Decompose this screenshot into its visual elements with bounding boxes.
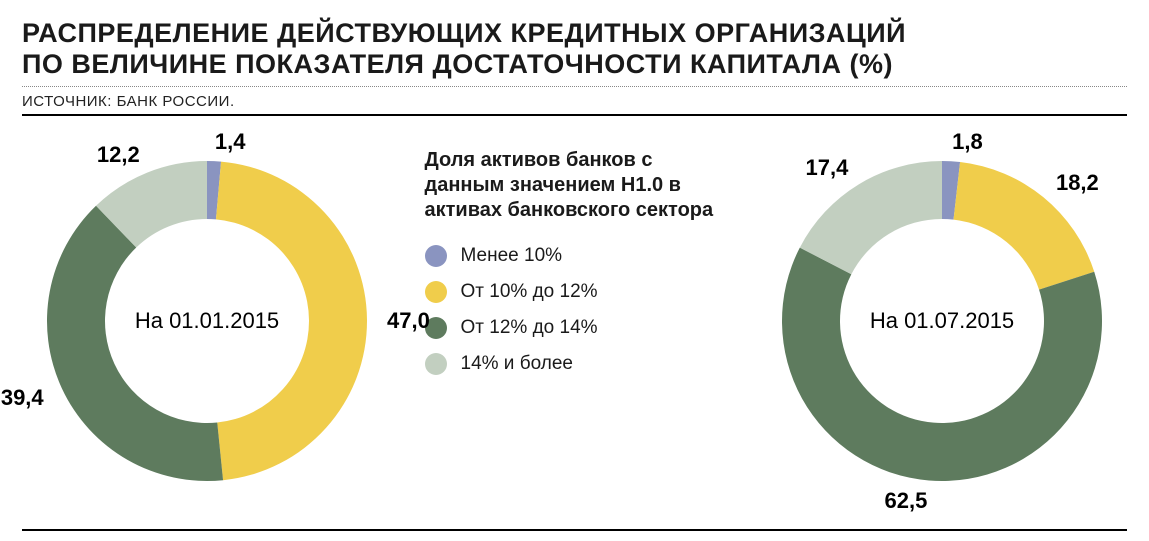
legend-swatch — [425, 353, 447, 375]
title-line-1: РАСПРЕДЕЛЕНИЕ ДЕЙСТВУЮЩИХ КРЕДИТНЫХ ОРГА… — [22, 18, 906, 48]
slice-value-label: 17,4 — [806, 155, 849, 181]
donut-chart-right: На 01.07.2015 1,818,262,517,4 — [757, 136, 1127, 506]
slice-value-label: 62,5 — [884, 488, 927, 514]
infographic-root: РАСПРЕДЕЛЕНИЕ ДЕЙСТВУЮЩИХ КРЕДИТНЫХ ОРГА… — [0, 0, 1149, 541]
legend-item: 14% и более — [425, 353, 725, 375]
title-line-2: ПО ВЕЛИЧИНЕ ПОКАЗАТЕЛЯ ДОСТАТОЧНОСТИ КАП… — [22, 49, 893, 79]
slice-value-label: 12,2 — [97, 142, 140, 168]
legend-label: Менее 10% — [461, 245, 563, 267]
chart-center-label: На 01.01.2015 — [22, 136, 392, 506]
legend-item: От 12% до 14% — [425, 317, 725, 339]
slice-value-label: 1,8 — [952, 129, 983, 155]
donut-chart-left: На 01.01.2015 1,447,039,412,2 — [22, 136, 392, 506]
legend-swatch — [425, 281, 447, 303]
legend-label: От 10% до 12% — [461, 281, 598, 303]
legend-label: 14% и более — [461, 353, 573, 375]
page-title: РАСПРЕДЕЛЕНИЕ ДЕЙСТВУЮЩИХ КРЕДИТНЫХ ОРГА… — [22, 18, 1127, 80]
divider — [22, 114, 1127, 116]
legend: Доля активов банков с данным значением Н… — [425, 136, 725, 389]
slice-value-label: 1,4 — [215, 129, 246, 155]
source-label: ИСТОЧНИК: БАНК РОССИИ. — [22, 93, 1127, 110]
charts-row: На 01.01.2015 1,447,039,412,2 Доля актив… — [22, 136, 1127, 506]
slice-value-label: 39,4 — [1, 385, 44, 411]
legend-item: Менее 10% — [425, 245, 725, 267]
legend-swatch — [425, 245, 447, 267]
divider — [22, 86, 1127, 87]
slice-value-label: 18,2 — [1056, 170, 1099, 196]
legend-label: От 12% до 14% — [461, 317, 598, 339]
divider — [22, 529, 1127, 531]
slice-value-label: 47,0 — [387, 308, 430, 334]
legend-title: Доля активов банков с данным значением Н… — [425, 148, 725, 223]
legend-item: От 10% до 12% — [425, 281, 725, 303]
